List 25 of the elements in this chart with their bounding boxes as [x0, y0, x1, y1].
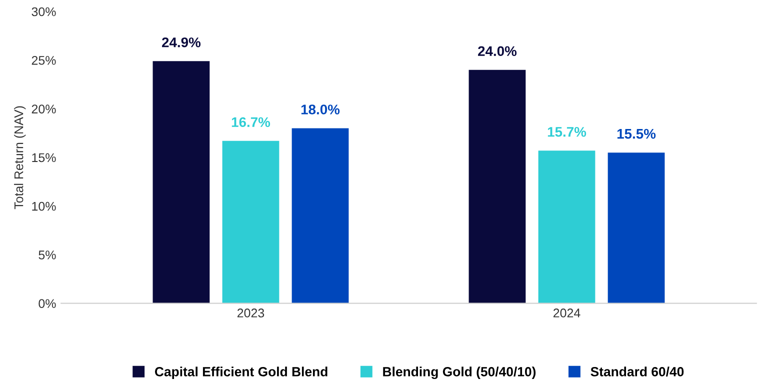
bar: [538, 150, 596, 304]
data-label: 16.7%: [232, 117, 270, 128]
data-label: 24.0%: [478, 46, 517, 56]
bar: [608, 152, 665, 304]
legend-label: Capital Efficient Gold Blend: [154, 366, 328, 379]
x-tick-label: 2023: [237, 308, 264, 318]
data-label: 15.7%: [548, 126, 586, 137]
bar: [468, 70, 526, 304]
legend-label: Standard 60/40: [590, 366, 684, 377]
data-label: 24.9%: [162, 37, 201, 48]
data-label: 15.5%: [617, 128, 656, 139]
data-label: 18.0%: [301, 104, 340, 114]
y-tick-label: 10%: [32, 202, 56, 211]
bar: [292, 128, 349, 304]
y-tick-label: 20%: [32, 104, 56, 114]
y-tick-label: 5%: [38, 250, 56, 260]
legend-label: Blending Gold (50/40/10): [383, 366, 536, 380]
bar: [222, 140, 280, 304]
bar: [152, 61, 210, 304]
y-axis-title: Total Return (NAV): [14, 106, 26, 210]
y-tick-label: 15%: [32, 153, 56, 162]
y-tick-label: 30%: [32, 7, 56, 16]
x-tick-label: 2024: [553, 308, 580, 318]
y-tick-label: 0%: [38, 299, 56, 308]
y-tick-label: 25%: [32, 56, 56, 65]
